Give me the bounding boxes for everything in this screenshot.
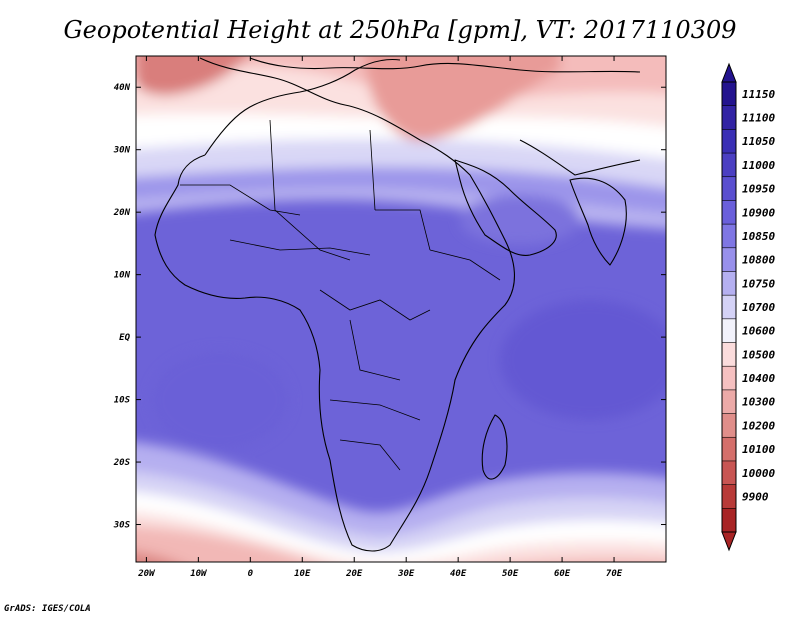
latitude-axis: 40N 30N 20N 10N EQ 10S 20S 30S [113, 83, 666, 531]
colorbar-label: 10600 [742, 325, 775, 338]
border-south-africa [339, 439, 401, 471]
lon-tick-label: 40E [450, 569, 467, 579]
colorbar-label: 10400 [742, 372, 775, 385]
colorbar-label: 10850 [742, 230, 775, 243]
colorbar-label: 10950 [742, 183, 775, 196]
lon-tick-label: 0 [248, 569, 254, 579]
colorbar-top-arrow [721, 62, 737, 83]
colorbar-label: 10900 [742, 206, 775, 219]
border-sahel [229, 239, 371, 256]
lon-tick-label: 20W [137, 569, 156, 579]
colorbar-label: 11000 [742, 159, 775, 172]
colorbar-swatch [722, 200, 736, 225]
colorbar-swatch [722, 271, 736, 296]
colorbar-swatch [722, 508, 736, 533]
colorbar-swatch [722, 224, 736, 249]
colorbar-swatch [722, 366, 736, 391]
lat-tick-label: 10N [114, 271, 131, 281]
coastlines [154, 57, 641, 552]
colorbar-swatch [722, 389, 736, 415]
colorbar-frame [721, 81, 737, 533]
longitude-axis: 20W 10W 0 10E 20E 30E 40E 50E 60E 70E [137, 56, 623, 579]
border-southern [329, 399, 421, 421]
lon-tick-label: 10W [190, 569, 208, 579]
lon-tick-label: 60E [554, 569, 571, 579]
colorbar-swatch [722, 129, 736, 154]
border-sahara-west [180, 184, 301, 216]
colorbar-label: 10300 [742, 396, 775, 409]
lon-tick-label: 70E [606, 569, 623, 579]
colorbar-label: 11100 [742, 112, 775, 125]
colorbar-swatch [722, 460, 736, 486]
colorbar-swatch [722, 105, 736, 130]
colorbar-swatch [722, 342, 736, 367]
core-blue-sahel [460, 195, 580, 245]
height-field [136, 56, 666, 618]
colorbar-label: 10200 [742, 419, 775, 432]
lat-tick-label: 40N [114, 83, 131, 93]
trough-red-southwest [136, 551, 175, 562]
lat-tick-label: EQ [119, 333, 130, 343]
border-sudan [375, 209, 431, 251]
india-outline [569, 177, 627, 266]
madagascar [481, 414, 508, 480]
colorbar-label: 10500 [742, 348, 775, 361]
border-central [349, 319, 401, 381]
colorbar-label: 10700 [742, 301, 775, 314]
map-title: Geopotential Height at 250hPa [gpm], VT:… [63, 16, 737, 44]
colorbar-swatch [722, 247, 736, 272]
colorbar-swatch [722, 153, 736, 178]
lon-tick-label: 50E [502, 569, 519, 579]
colorbar-swatch [722, 318, 736, 344]
border-horn [429, 249, 501, 281]
persian-gulf-coast [519, 139, 641, 176]
lat-tick-label: 20N [113, 208, 131, 218]
mediterranean-coast [204, 58, 401, 156]
colorbar-bottom-arrow [721, 531, 737, 552]
colorbar-label: 9900 [742, 490, 769, 503]
map-frame [135, 55, 667, 563]
africa-outline [154, 57, 516, 552]
colorbar: 11150 11100 11050 11000 10950 10900 10850 10800… [721, 62, 775, 552]
colorbar-swatch [722, 413, 736, 438]
colorbar-label: 11050 [742, 135, 775, 148]
core-blue-east [500, 300, 666, 420]
lat-tick-label: 10S [114, 396, 131, 406]
colorbar-label: 10800 [742, 254, 775, 267]
border-libya-egypt [369, 129, 376, 211]
colorbar-swatch [722, 484, 736, 509]
border-sahara-central [269, 119, 351, 261]
core-blue-west [150, 350, 290, 450]
grads-credit: GrADS: IGES/COLA [4, 604, 91, 614]
country-borders [180, 119, 501, 471]
lon-tick-label: 10E [294, 569, 311, 579]
colorbar-label: 10100 [742, 443, 775, 456]
lon-tick-label: 20E [345, 569, 363, 579]
europe-coast [249, 57, 641, 73]
lat-tick-label: 20S [113, 458, 131, 468]
colorbar-label: 10000 [742, 467, 775, 480]
border-congo-basin [319, 289, 431, 321]
colorbar-label: 11150 [742, 88, 775, 101]
colorbar-label: 10750 [742, 277, 775, 290]
lat-tick-label: 30N [113, 146, 131, 156]
lat-tick-label: 30S [113, 521, 131, 531]
colorbar-swatch [722, 295, 736, 320]
trough-red-mediterranean [363, 56, 560, 141]
colorbar-swatch [722, 437, 736, 462]
lon-tick-label: 30E [397, 569, 415, 579]
arabia-outline [454, 159, 557, 256]
colorbar-swatch [722, 176, 736, 201]
trough-red-south-central [260, 578, 380, 618]
colorbar-swatch [722, 82, 736, 107]
band-pink-south [136, 526, 666, 562]
